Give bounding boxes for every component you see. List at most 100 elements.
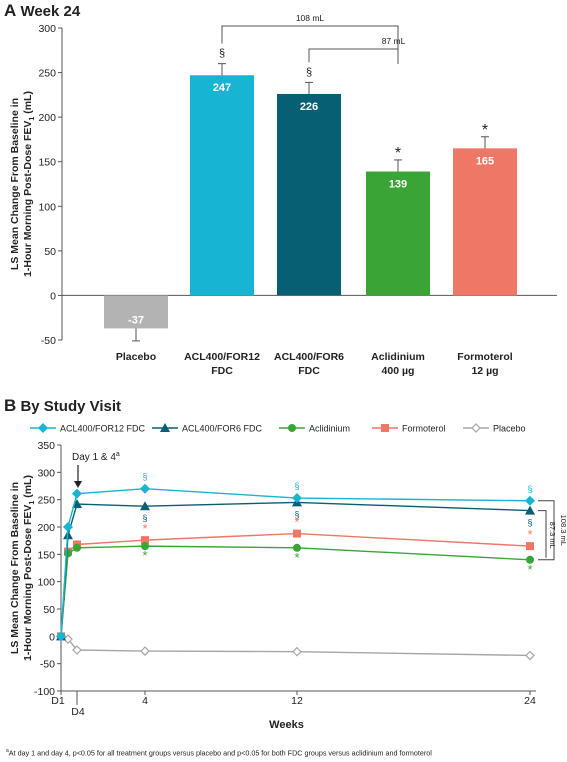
bar-0 [104,295,168,329]
line-bracket-label-1: 87.3 mL [548,522,557,549]
series-point-3 [141,536,149,545]
series-point-3 [293,529,301,538]
series-line-0 [60,488,531,637]
series-point-2 [64,549,72,558]
line-significance-marker: § [527,518,532,528]
line-bracket-label-0: 108.3 mL [559,515,567,546]
line-y-tick-label: 300 [37,467,55,479]
line-y-tick-label: -50 [40,659,55,671]
line-significance-marker: * [294,550,299,565]
panel-a-label: A Week 24 [4,1,80,21]
panel-b-title: By Study Visit [20,398,122,415]
bar-category-label-1: FDC [211,365,233,377]
line-bracket-0 [538,500,555,561]
bar-category-label-3: 400 µg [382,365,415,377]
bar-category-label-2: ACL400/FOR6 [274,351,344,363]
bar-2 [277,93,341,296]
bar-y-axis-title-part: (mL) [22,91,34,117]
line-y-tick-label: 200 [37,522,55,534]
line-annotation: Day 1 & 4a [72,451,120,463]
bar-y-tick-label: 50 [44,246,56,258]
legend-label-0: ACL400/FOR12 FDC [60,424,146,434]
footnote: aAt day 1 and day 4, p<0.05 for all trea… [6,748,432,757]
series-point-1 [72,499,82,509]
panel-b-letter: B [4,396,17,415]
bar-category-label-4: Formoterol [457,351,513,363]
line-y-tick-label: 150 [37,549,55,561]
bar-bracket-label-1: 87 mL [382,36,406,46]
bar-y-tick-label: 0 [50,290,56,302]
line-significance-marker: § [142,513,147,523]
line-significance-marker: § [294,481,299,491]
legend-marker-4 [471,423,481,433]
line-annotation-arrowhead [74,481,82,488]
bar-bracket-0 [221,25,399,64]
line-y-tick-label: 0 [49,631,55,643]
series-point-0 [63,522,73,532]
bar-category-label-0: Placebo [116,351,156,363]
line-annotation-text: Day 1 & 4 [72,452,116,463]
line-significance-marker: * [142,548,147,563]
line-significance-marker: * [142,521,147,536]
legend-marker-3 [381,424,389,432]
bar-y-tick-label: 300 [38,23,56,35]
series-point-4 [140,646,150,656]
bar-3 [366,171,430,296]
line-y-axis-title-line1: LS Mean Change From Baseline in [9,482,21,654]
line-y-axis-title: LS Mean Change From Baseline in 1-Hour Mo… [9,475,36,661]
bar-y-tick-label: 200 [38,112,56,124]
series-point-4 [292,646,302,657]
line-y-axis-title-part: 1-Hour Morning Post-Dose FEV [22,505,34,661]
bar-y-tick-label: 250 [38,68,56,80]
line-y-tick-label: 100 [37,577,55,589]
panel-a-letter: A [4,1,17,20]
line-y-axis-title-subscript: 1 [29,501,36,505]
series-point-4 [525,650,535,661]
line-significance-marker: * [527,527,532,542]
bar-y-tick-label: 150 [38,157,56,169]
series-point-2 [293,543,301,552]
line-bracket-1 [538,510,547,558]
bar-y-axis-title-line1: LS Mean Change From Baseline in [9,98,21,270]
bar-value-label-2: 226 [300,101,318,113]
bar-category-label-1: ACL400/FOR12 [184,351,260,363]
series-point-1 [140,501,150,511]
line-y-tick-label: 250 [37,495,55,507]
line-y-tick-label: 50 [43,604,55,616]
bar-significance-marker-3: * [395,145,401,162]
bar-category-label-2: FDC [298,365,320,377]
footnote-text: At day 1 and day 4, p<0.05 for all treat… [8,748,432,758]
legend-label-1: ACL400/FOR6 FDC [182,424,263,434]
bar-y-axis-title-line2: 1-Hour Morning Post-Dose FEV1 (mL) [22,91,36,277]
line-x-tick-label: D1 [51,695,65,707]
series-point-2 [141,542,149,551]
bar-category-label-3: Aclidinium [371,351,425,363]
legend-label-2: Aclidinium [309,424,350,434]
legend-label-4: Placebo [493,424,526,434]
series-point-4 [72,645,82,655]
bar-value-label-0: -37 [128,314,144,326]
bar-value-label-1: 247 [213,82,231,94]
series-point-0 [525,495,535,506]
bar-y-tick-label: 100 [38,201,56,213]
series-point-3 [526,542,534,551]
panel-b-label: B By Study Visit [4,396,121,416]
series-point-4 [63,634,73,644]
series-point-2 [526,555,534,564]
bar-value-label-4: 165 [476,155,494,167]
line-significance-marker: § [527,484,532,494]
line-x-tick-label: 12 [291,695,303,707]
series-point-2 [73,543,81,552]
series-point-0 [292,493,302,504]
bar-value-label-3: 139 [389,179,407,191]
line-significance-marker: § [142,472,147,482]
footnote-marker: a [6,748,9,754]
line-significance-marker: * [294,515,299,530]
line-significance-marker: * [527,562,532,577]
bar-bracket-label-0: 108 mL [296,13,325,23]
panel-a-title: Week 24 [20,3,81,20]
line-x-tick-label: 24 [524,695,536,707]
line-x-tick-label: 4 [142,695,148,707]
bar-y-axis-title-part: 1-Hour Morning Post-Dose FEV [22,121,34,277]
